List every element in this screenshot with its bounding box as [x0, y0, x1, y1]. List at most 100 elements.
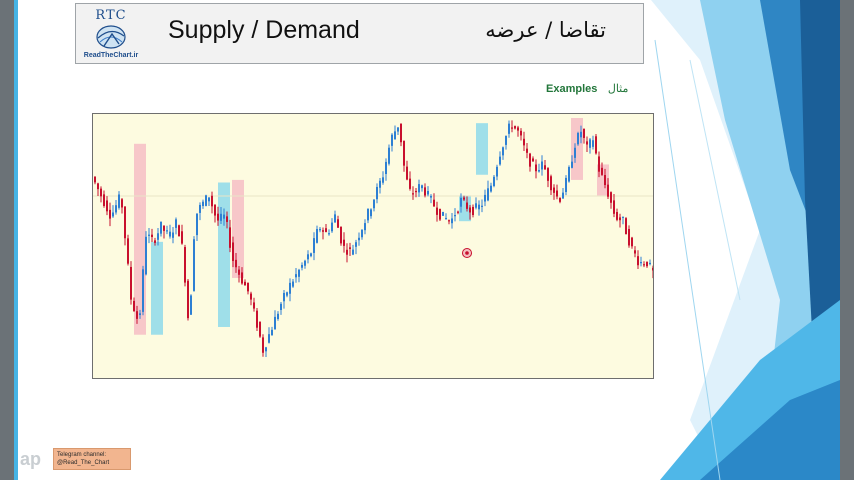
telegram-channel-badge: Telegram channel: @Read_The_Chart [53, 448, 131, 470]
candle-down [121, 199, 123, 208]
candle-up [202, 201, 204, 207]
candle-up [397, 127, 399, 132]
candle-down [253, 302, 255, 309]
candle-down [616, 212, 618, 220]
candle-up [382, 177, 384, 183]
candle-up [307, 254, 309, 260]
candle-down [124, 206, 126, 239]
candle-down [613, 200, 615, 214]
candle-up [370, 209, 372, 217]
candle-down [106, 200, 108, 212]
candle-up [208, 197, 210, 202]
candle-up [481, 205, 483, 207]
candle-up [649, 262, 651, 265]
candle-up [352, 249, 354, 255]
candle-down [628, 228, 630, 246]
candle-up [145, 236, 147, 275]
candle-down [181, 231, 183, 244]
supply-zone [134, 143, 146, 335]
candle-up [280, 303, 282, 311]
candle-up [196, 213, 198, 236]
candle-down [400, 123, 402, 143]
candle-up [298, 269, 300, 277]
candle-up [160, 221, 162, 234]
candle-up [493, 176, 495, 186]
candle-up [574, 147, 576, 158]
candle-down [547, 168, 549, 181]
demand-zone [476, 123, 488, 175]
candle-up [460, 197, 462, 207]
candle-up [112, 212, 114, 217]
candle-down [409, 178, 411, 189]
candle-up [355, 242, 357, 247]
candle-down [643, 264, 645, 266]
candle-down [532, 158, 534, 162]
candle-up [310, 253, 312, 257]
page-title-english: Supply / Demand [168, 16, 360, 44]
candlestick-chart-svg [93, 118, 653, 358]
candle-down [232, 242, 234, 262]
candle-up [373, 199, 375, 209]
candle-down [343, 239, 345, 246]
candle-down [469, 207, 471, 213]
globe-icon [96, 25, 126, 49]
candle-up [385, 161, 387, 175]
candle-up [193, 239, 195, 291]
candle-up [331, 222, 333, 232]
candle-up [487, 188, 489, 201]
candle-up [451, 218, 453, 224]
candle-up [571, 161, 573, 168]
candle-up [334, 214, 336, 223]
candle-down [262, 337, 264, 353]
candle-up [118, 194, 120, 208]
candle-up [589, 139, 591, 148]
candle-down [433, 199, 435, 207]
candle-down [424, 187, 426, 196]
right-gray-border [840, 0, 854, 480]
candle-up [568, 167, 570, 182]
candle-down [517, 127, 519, 131]
candle-up [484, 194, 486, 202]
candle-down [529, 153, 531, 167]
candle-up [427, 190, 429, 195]
candle-down [214, 204, 216, 216]
candle-down [601, 167, 603, 175]
candle-down [619, 217, 621, 221]
candle-up [328, 233, 330, 235]
cursor-marker-icon [462, 248, 472, 258]
candle-up [358, 237, 360, 241]
demand-zone [218, 182, 230, 327]
candle-up [277, 313, 279, 320]
candle-down [550, 176, 552, 191]
candle-down [184, 247, 186, 283]
candle-up [292, 281, 294, 287]
candle-down [535, 164, 537, 172]
candle-down [346, 249, 348, 255]
candle-up [475, 203, 477, 208]
candle-up [379, 180, 381, 188]
candle-down [556, 190, 558, 197]
candle-down [97, 183, 99, 190]
candle-down [412, 193, 414, 195]
candle-down [187, 280, 189, 319]
candle-up [418, 184, 420, 193]
candle-down [256, 310, 258, 328]
candle-down [244, 281, 246, 286]
candle-up [394, 131, 396, 140]
candle-up [223, 214, 225, 219]
candle-down [448, 220, 450, 222]
candle-up [316, 229, 318, 243]
candle-up [376, 186, 378, 200]
candle-down [511, 127, 513, 129]
candle-down [241, 272, 243, 284]
candle-down [631, 237, 633, 247]
candle-up [490, 185, 492, 192]
examples-label-persian: مثال [607, 83, 629, 95]
candle-down [604, 175, 606, 186]
candle-up [166, 230, 168, 232]
candle-down [526, 148, 528, 153]
candle-down [337, 219, 339, 228]
candle-down [406, 166, 408, 180]
candle-down [520, 130, 522, 136]
